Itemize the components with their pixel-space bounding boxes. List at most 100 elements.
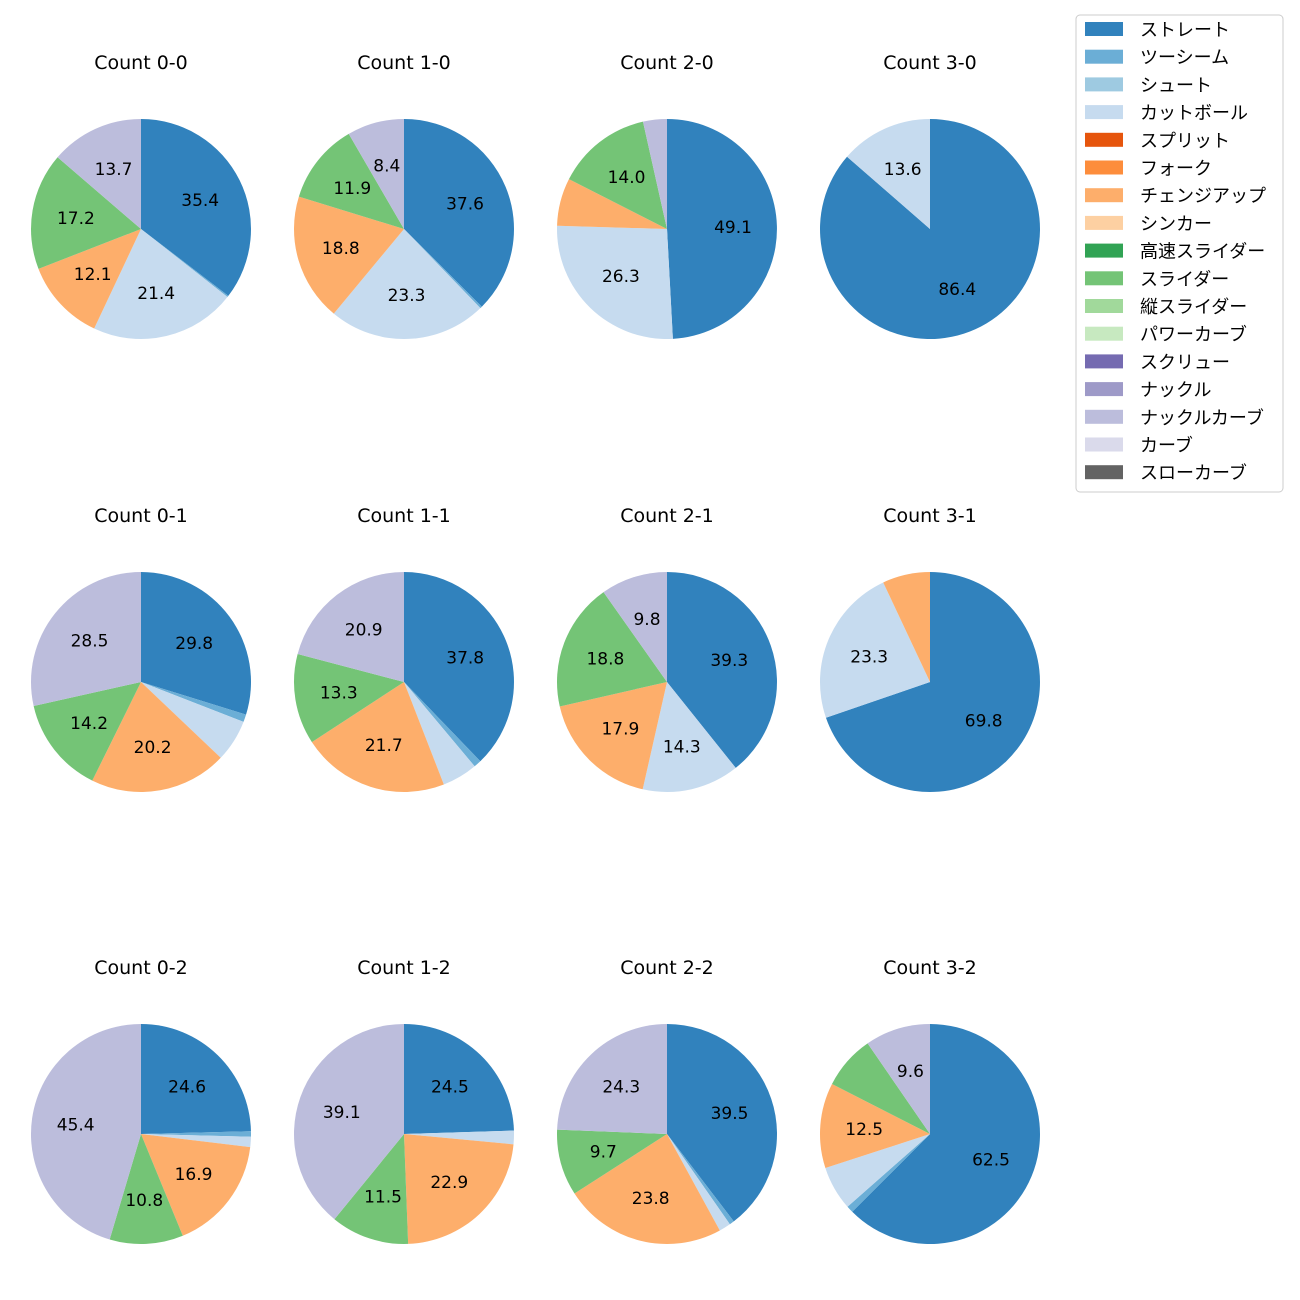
pie-label-count-2-0-0: 49.1 [714, 218, 752, 238]
pie-title-count-0-2: Count 0-2 [94, 957, 188, 979]
pie-slice-count-2-2-1 [667, 1134, 734, 1225]
pie-slice-count-0-2-0 [141, 1024, 251, 1134]
pie-slice-count-3-1-1 [819, 582, 930, 718]
pie-label-count-2-0-3: 14.0 [608, 168, 646, 188]
pie-label-count-2-2-4: 9.7 [590, 1142, 617, 1162]
pie-label-count-1-0-3: 18.8 [322, 239, 360, 259]
pie-label-count-2-1-3: 18.8 [586, 649, 624, 669]
pie-label-count-1-0-4: 11.9 [333, 179, 371, 199]
pie-label-count-0-2-5: 45.4 [57, 1116, 95, 1136]
pie-label-count-2-2-3: 23.8 [632, 1189, 670, 1209]
pie-slice-count-1-2-4 [293, 1024, 404, 1220]
pie-slice-count-2-0-3 [568, 121, 667, 229]
pie-count-1-0: Count 1-0 37.6 23.3 18.8 11.98.4 [293, 52, 514, 340]
pie-label-count-1-1-4: 13.3 [320, 684, 358, 704]
pie-title-count-0-0: Count 0-0 [94, 52, 188, 74]
legend-swatch-11 [1085, 326, 1123, 341]
pie-label-count-1-2-4: 39.1 [323, 1103, 361, 1123]
pie-slice-count-1-2-2 [404, 1134, 514, 1244]
pie-slice-count-1-0-2 [333, 229, 481, 340]
legend-label-2: シュート [1140, 75, 1212, 96]
pie-label-count-2-0-1: 26.3 [602, 267, 640, 287]
legend-label-4: スプリット [1140, 131, 1230, 152]
legend-swatch-16 [1085, 465, 1123, 480]
pie-label-count-1-2-0: 24.5 [431, 1078, 469, 1098]
pie-count-3-1: Count 3-1 69.8 23.3 [819, 505, 1040, 792]
pie-slice-count-1-1-1 [404, 682, 481, 767]
legend-swatch-2 [1085, 77, 1123, 92]
pie-slice-count-0-2-2 [141, 1134, 251, 1148]
pie-slice-count-1-1-3 [311, 682, 444, 793]
pie-label-count-1-0-0: 37.6 [446, 195, 484, 215]
pie-slice-count-2-2-3 [574, 1134, 720, 1245]
pie-slice-count-3-0-0 [820, 119, 1041, 339]
legend-swatch-1 [1085, 49, 1123, 64]
legend-swatch-6 [1085, 188, 1123, 203]
pie-slice-count-2-2-0 [667, 1024, 778, 1222]
legend-swatch-7 [1085, 215, 1123, 230]
pie-slice-count-2-1-1 [642, 682, 736, 792]
pie-slice-count-0-2-5 [30, 1023, 142, 1240]
legend-label-11: パワーカーブ [1140, 324, 1247, 346]
pie-slice-count-1-0-4 [298, 133, 404, 229]
legend-label-7: シンカー [1140, 214, 1212, 235]
legend-swatch-8 [1085, 243, 1123, 258]
pie-slice-count-1-2-3 [334, 1134, 409, 1244]
legend-swatch-4 [1085, 132, 1123, 147]
legend-swatch-5 [1085, 160, 1123, 175]
pie-label-count-0-1-0: 29.8 [175, 634, 213, 654]
pie-label-count-0-1-3: 20.2 [134, 738, 172, 758]
pie-slice-count-3-1-2 [883, 572, 930, 682]
pie-count-2-0: Count 2-0 49.1 26.3 14.0 [557, 52, 777, 339]
pie-slice-count-0-0-3 [38, 229, 141, 329]
pie-slice-count-0-0-0 [141, 119, 251, 296]
legend-label-0: ストレート [1140, 20, 1230, 41]
pie-slice-count-0-1-4 [33, 682, 141, 781]
pie-title-count-3-2: Count 3-2 [883, 957, 977, 979]
pie-label-count-3-2-3: 12.5 [845, 1120, 883, 1140]
pie-slice-count-1-0-5 [348, 119, 404, 229]
pie-slice-count-3-2-3 [819, 1084, 930, 1168]
legend-label-6: チェンジアップ [1140, 186, 1266, 207]
pie-label-count-1-1-5: 20.9 [345, 621, 383, 641]
pie-count-2-2: Count 2-2 39.5 23.8 9.7 24.3 [557, 957, 778, 1245]
legend-swatch-13 [1085, 382, 1123, 397]
pie-label-count-0-0-5: 13.7 [95, 160, 133, 180]
pie-label-count-0-1-5: 28.5 [71, 632, 109, 652]
pie-label-count-0-0-2: 21.4 [137, 284, 175, 304]
pie-title-count-3-1: Count 3-1 [883, 505, 977, 527]
legend-swatch-3 [1085, 105, 1123, 120]
pie-slice-count-2-0-2 [557, 179, 667, 229]
pie-label-count-0-1-4: 14.2 [70, 714, 108, 734]
pie-slice-count-0-1-5 [30, 572, 141, 706]
pie-label-count-0-2-0: 24.6 [168, 1078, 206, 1098]
pie-slice-count-1-0-3 [293, 196, 404, 314]
pie-slice-count-0-2-1 [141, 1131, 252, 1137]
pie-slice-count-0-0-2 [94, 229, 228, 339]
pie-title-count-1-0: Count 1-0 [357, 52, 451, 74]
pie-label-count-3-1-1: 23.3 [850, 647, 888, 667]
legend-label-16: スローカーブ [1140, 462, 1247, 484]
legend-label-14: ナックルカーブ [1140, 407, 1264, 429]
pie-label-count-1-2-2: 22.9 [430, 1173, 468, 1193]
legend-label-13: ナックル [1140, 380, 1211, 401]
pie-title-count-2-2: Count 2-2 [620, 957, 714, 979]
pie-slice-count-3-1-0 [825, 572, 1040, 792]
legend-label-5: フォーク [1140, 159, 1212, 180]
pie-title-count-2-1: Count 2-1 [620, 505, 714, 527]
legend-label-9: スライダー [1140, 269, 1229, 290]
pie-count-0-1: Count 0-1 29.8 20.2 14.2 28.5 [30, 505, 252, 792]
pie-slice-count-2-0-0 [667, 119, 777, 339]
pie-slice-count-2-1-4 [603, 572, 667, 682]
legend-swatch-15 [1085, 437, 1123, 452]
pie-label-count-0-0-3: 12.1 [74, 265, 112, 285]
pie-label-count-3-2-5: 9.6 [897, 1062, 924, 1082]
pie-slice-count-1-0-0 [404, 119, 514, 307]
legend-swatch-9 [1085, 271, 1123, 286]
pie-slice-count-1-1-4 [294, 653, 404, 743]
pie-count-3-2: Count 3-2 62.5 12.5 9.6 [819, 957, 1041, 1244]
legend-label-8: 高速スライダー [1140, 242, 1265, 263]
legend-label-15: カーブ [1140, 435, 1193, 457]
legend-label-10: 縦スライダー [1140, 297, 1247, 318]
pie-label-count-1-2-3: 11.5 [364, 1188, 402, 1208]
